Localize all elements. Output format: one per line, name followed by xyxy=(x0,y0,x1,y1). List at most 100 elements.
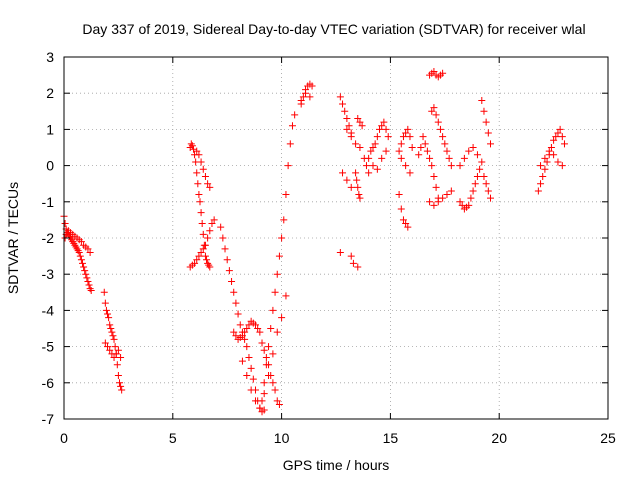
data-point xyxy=(556,125,564,133)
data-point xyxy=(195,252,203,260)
data-point xyxy=(299,93,307,101)
data-point xyxy=(249,375,257,383)
data-point xyxy=(117,353,125,361)
data-point xyxy=(404,125,412,133)
data-point xyxy=(260,346,268,354)
data-point xyxy=(441,140,449,148)
data-point xyxy=(114,346,122,354)
data-point xyxy=(439,194,447,202)
data-point xyxy=(406,169,414,177)
x-tick-label: 10 xyxy=(274,430,290,446)
data-point xyxy=(382,147,390,155)
data-point xyxy=(204,259,212,267)
data-point xyxy=(395,191,403,199)
data-point xyxy=(397,140,405,148)
data-point xyxy=(199,230,207,238)
data-point xyxy=(430,104,438,112)
data-point xyxy=(265,372,273,380)
data-point xyxy=(282,191,290,199)
data-point xyxy=(343,115,351,123)
data-point xyxy=(417,144,425,151)
data-point xyxy=(445,154,453,162)
data-point xyxy=(347,252,355,260)
data-point xyxy=(432,111,440,119)
data-point xyxy=(432,183,440,191)
data-point xyxy=(69,238,77,246)
data-point xyxy=(297,96,305,104)
data-point xyxy=(201,252,209,260)
data-point xyxy=(102,306,110,314)
data-point xyxy=(204,234,212,242)
data-point xyxy=(217,223,225,231)
data-point xyxy=(478,96,486,104)
data-point xyxy=(469,144,477,151)
data-point xyxy=(430,67,438,75)
data-point xyxy=(223,256,231,264)
data-point xyxy=(336,248,344,256)
y-tick-label: 1 xyxy=(46,121,54,137)
data-point xyxy=(232,299,240,307)
y-tick-label: -5 xyxy=(42,339,55,355)
data-point xyxy=(336,93,344,101)
data-point xyxy=(384,133,392,141)
data-point xyxy=(458,201,466,209)
data-point xyxy=(436,125,444,133)
data-point xyxy=(480,107,488,115)
data-point xyxy=(302,89,310,97)
data-point xyxy=(308,82,316,90)
data-point xyxy=(243,372,251,380)
data-point xyxy=(362,162,370,170)
data-point xyxy=(260,390,268,398)
data-point xyxy=(210,216,218,224)
data-point xyxy=(199,165,207,173)
data-point xyxy=(354,183,362,191)
data-point xyxy=(219,234,227,242)
data-point xyxy=(197,209,205,217)
data-point xyxy=(419,133,427,141)
data-point xyxy=(354,263,362,271)
data-point xyxy=(484,187,492,195)
data-point xyxy=(339,169,347,177)
data-point xyxy=(100,288,108,296)
data-point xyxy=(288,122,296,130)
data-point xyxy=(352,140,360,148)
data-point xyxy=(376,125,384,133)
x-tick-label: 25 xyxy=(600,430,616,446)
data-point xyxy=(118,386,126,394)
data-point xyxy=(72,243,80,251)
data-point xyxy=(230,328,238,336)
data-point xyxy=(467,194,475,202)
data-point xyxy=(482,180,490,188)
data-point xyxy=(486,140,494,148)
data-point xyxy=(406,133,414,141)
data-point xyxy=(547,144,555,151)
data-point xyxy=(369,162,377,170)
data-point xyxy=(251,321,259,329)
data-point xyxy=(465,201,473,209)
y-axis-label: SDTVAR / TECUs xyxy=(5,182,21,294)
data-point xyxy=(230,288,238,296)
data-point xyxy=(108,328,116,336)
data-point xyxy=(365,169,373,177)
data-point xyxy=(365,154,373,162)
data-point xyxy=(356,144,364,151)
data-point xyxy=(256,328,264,336)
data-point xyxy=(201,172,209,180)
y-tick-label: -6 xyxy=(42,375,55,391)
data-point xyxy=(378,122,386,130)
data-point xyxy=(77,238,85,246)
data-point xyxy=(247,386,255,394)
data-point xyxy=(373,165,381,173)
data-point xyxy=(247,364,255,372)
data-point xyxy=(262,361,270,369)
data-point xyxy=(543,158,551,166)
data-point xyxy=(68,236,76,244)
data-point xyxy=(473,151,481,159)
data-point xyxy=(554,158,562,166)
data-point xyxy=(273,270,281,278)
data-point xyxy=(198,220,206,228)
data-point xyxy=(189,145,197,153)
data-point xyxy=(552,133,560,141)
data-point xyxy=(352,169,360,177)
axis-ticks xyxy=(63,56,609,420)
